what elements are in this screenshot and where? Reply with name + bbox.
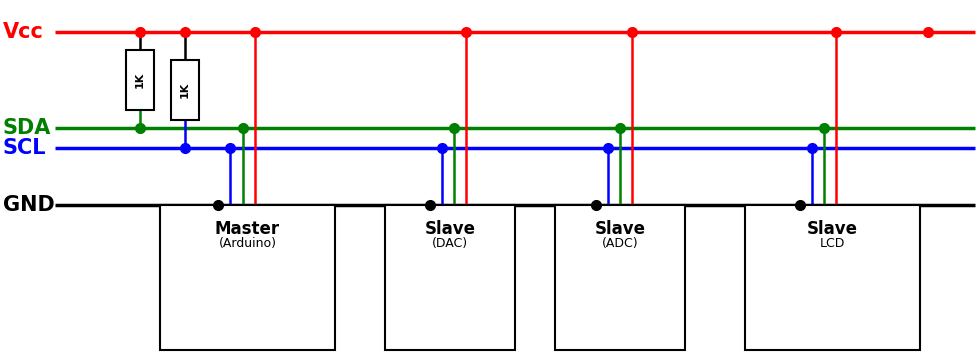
Text: GND: GND [3, 195, 55, 215]
Text: SCL: SCL [3, 138, 47, 158]
Text: Slave: Slave [806, 220, 857, 238]
Text: SDA: SDA [3, 118, 52, 138]
Bar [744, 205, 919, 350]
Text: (Arduino): (Arduino) [218, 237, 276, 250]
Bar [554, 205, 684, 350]
Text: 1K: 1K [180, 82, 190, 98]
Bar [160, 205, 335, 350]
Bar [385, 205, 515, 350]
Text: LCD: LCD [819, 237, 844, 250]
Bar [126, 50, 153, 110]
Text: Master: Master [215, 220, 279, 238]
Text: Vcc: Vcc [3, 22, 44, 42]
Text: (ADC): (ADC) [601, 237, 638, 250]
Text: 1K: 1K [135, 72, 145, 88]
Text: (DAC): (DAC) [432, 237, 468, 250]
Text: Slave: Slave [594, 220, 645, 238]
Bar [171, 60, 198, 120]
Text: Slave: Slave [424, 220, 475, 238]
